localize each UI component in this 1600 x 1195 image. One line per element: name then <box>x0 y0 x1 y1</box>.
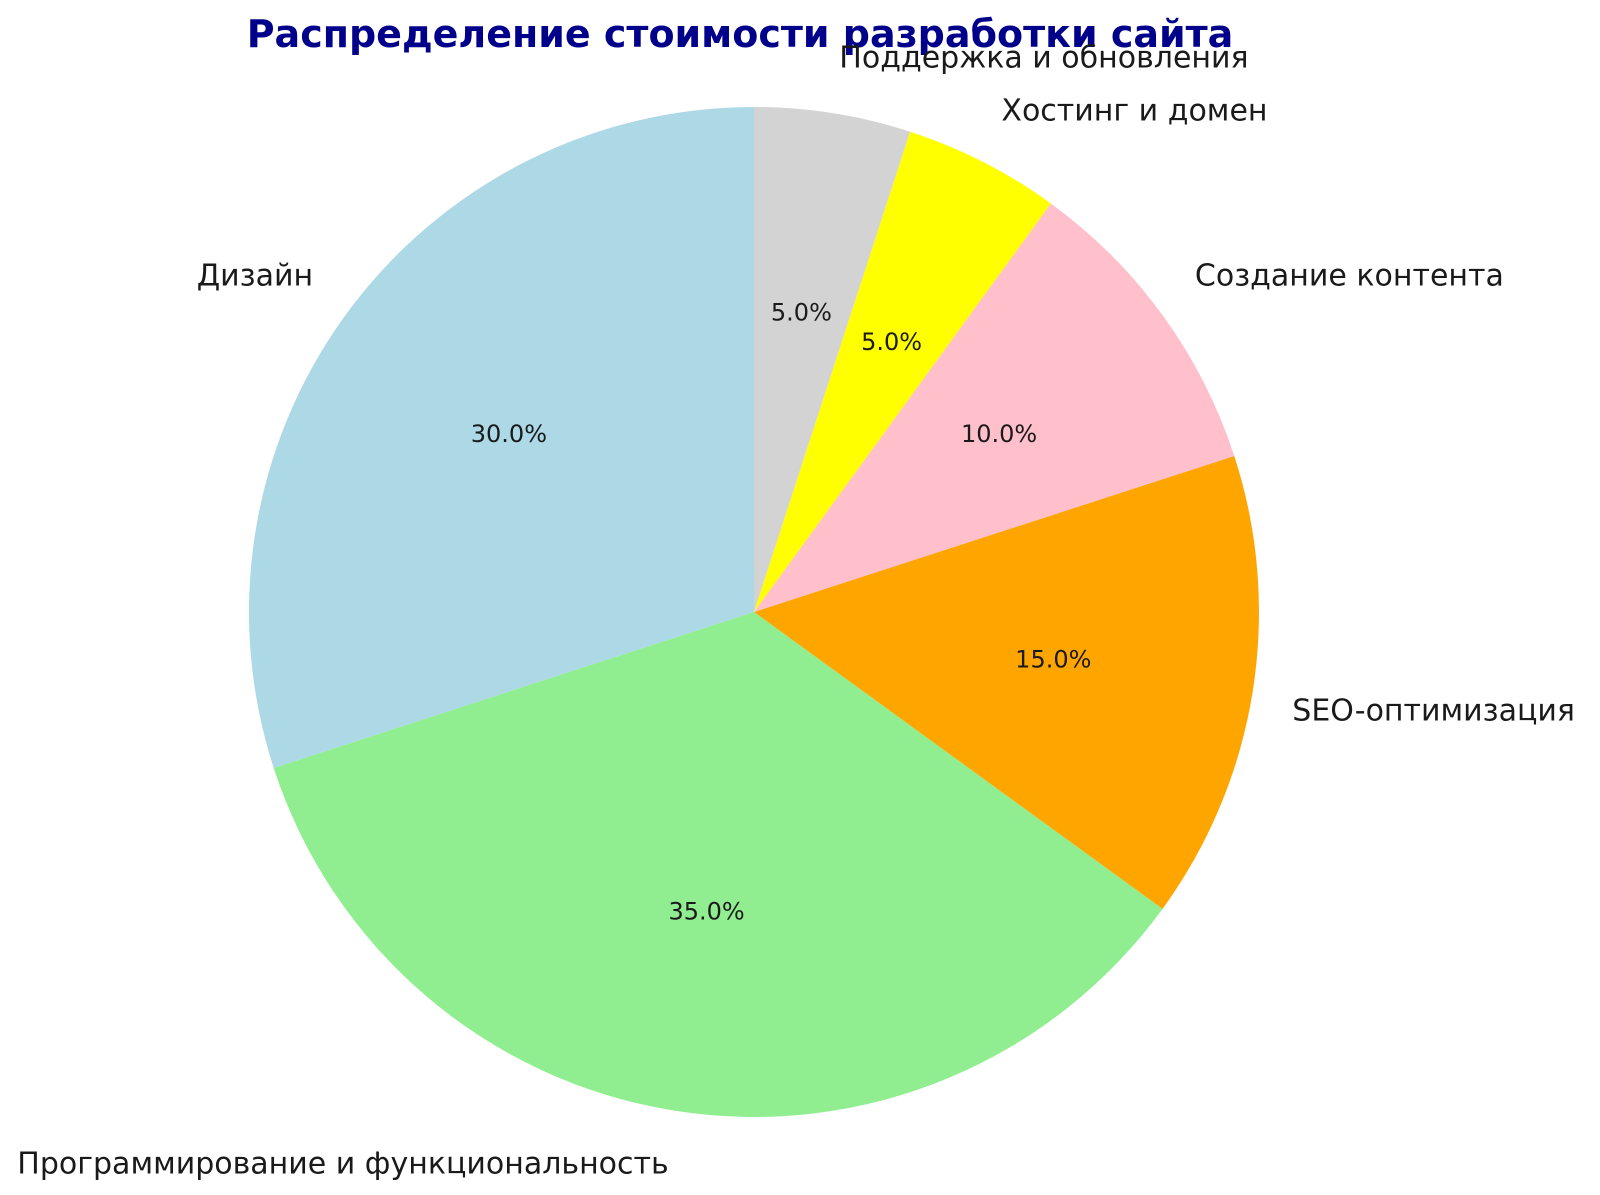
percent-label-4: 5.0% <box>861 328 922 356</box>
slice-labels: Дизайн Программирование и функциональност… <box>17 41 1575 1182</box>
percent-label-3: 10.0% <box>961 420 1037 448</box>
slice-label-2: SEO-оптимизация <box>1292 694 1575 729</box>
chart-title: Распределение стоимости разработки сайта <box>247 12 1234 56</box>
pie-slice-4 <box>754 131 1051 612</box>
pie-slice-2 <box>754 455 1259 909</box>
pie-slice-5 <box>754 107 911 612</box>
pie-slice-3 <box>754 203 1235 612</box>
slice-label-5: Поддержка и обновления <box>839 41 1248 76</box>
pie-wedges <box>249 107 1259 1117</box>
percent-label-2: 15.0% <box>1015 645 1091 673</box>
pie-slice-0 <box>249 107 754 769</box>
percent-label-0: 30.0% <box>471 420 547 448</box>
slice-label-4: Хостинг и домен <box>1001 93 1267 128</box>
percent-label-5: 5.0% <box>771 299 832 327</box>
slice-label-0: Дизайн <box>197 259 313 294</box>
percent-label-1: 35.0% <box>668 897 744 925</box>
slice-label-3: Создание контента <box>1195 259 1504 294</box>
slice-label-1: Программирование и функциональность <box>17 1147 668 1182</box>
pie-slice-1 <box>273 612 1163 1117</box>
percent-labels: 30.0% 35.0% 15.0% 10.0% 5.0% 5.0% <box>471 299 1092 926</box>
